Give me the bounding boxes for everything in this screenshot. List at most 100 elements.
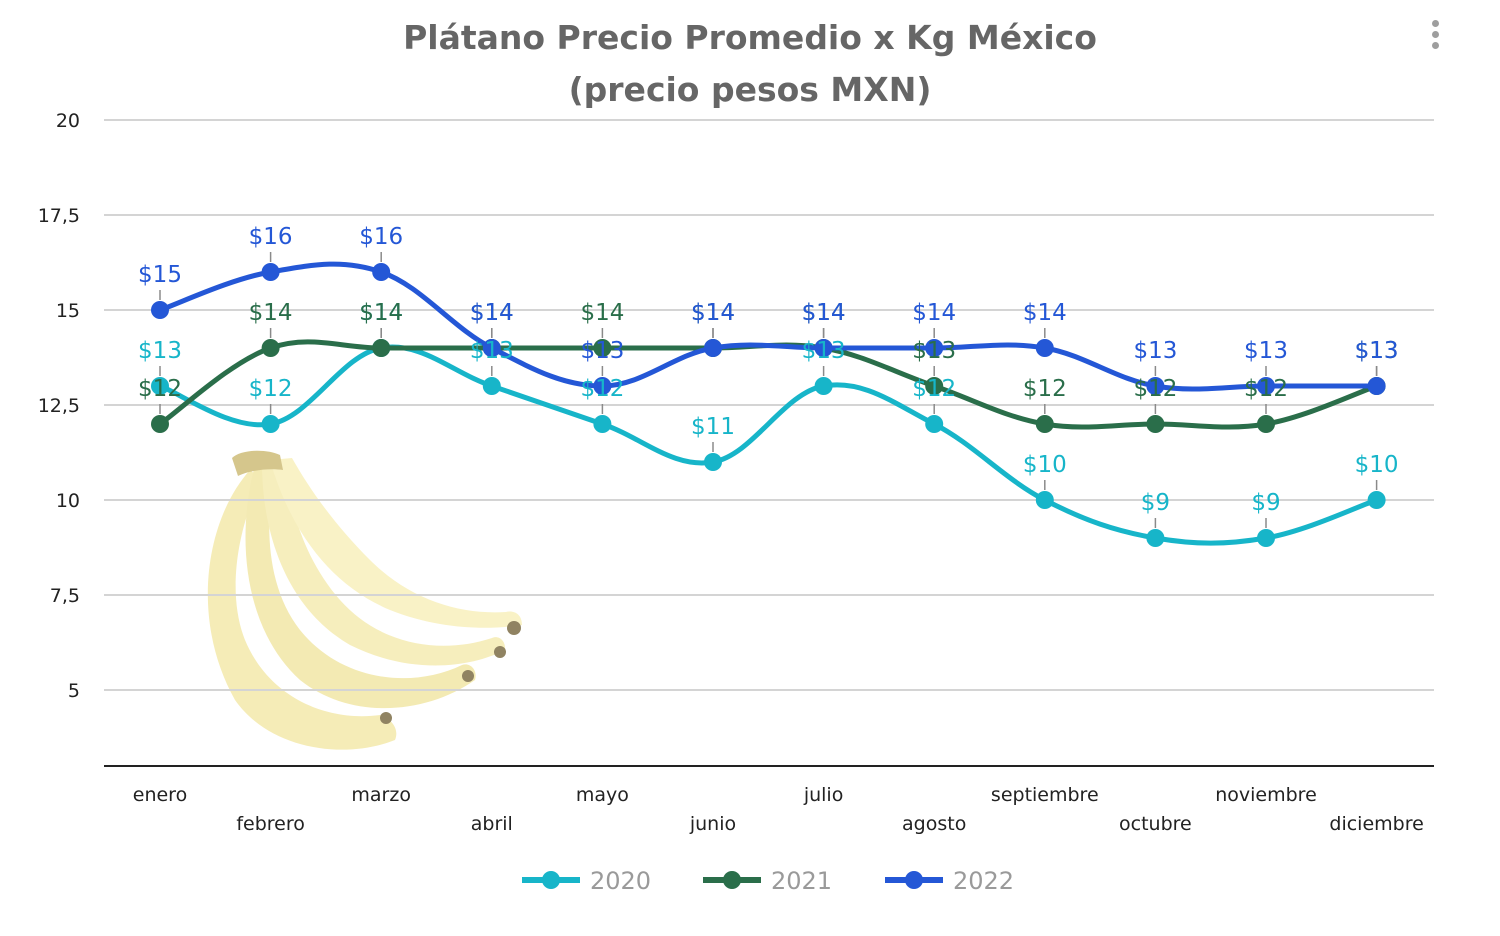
- data-label-2021: $12: [138, 376, 182, 402]
- y-tick-label: 15: [56, 300, 80, 322]
- legend-label[interactable]: 2020: [590, 867, 651, 895]
- data-point-2021[interactable]: [1257, 415, 1275, 433]
- data-point-2020[interactable]: [1257, 529, 1275, 547]
- data-point-2022[interactable]: [814, 339, 833, 357]
- data-point-2020[interactable]: [925, 415, 944, 433]
- x-tick-label: septiembre: [991, 784, 1099, 806]
- y-tick-label: 7,5: [50, 585, 80, 607]
- x-tick-label: junio: [689, 813, 736, 835]
- data-label-2020: $9: [1251, 490, 1280, 516]
- data-point-2022[interactable]: [261, 263, 280, 281]
- banana-bunch-icon: [207, 450, 522, 750]
- x-tick-label: octubre: [1119, 813, 1192, 835]
- data-point-2022[interactable]: [1146, 377, 1165, 395]
- data-label-2021: $13: [912, 338, 956, 364]
- data-label-2022: $14: [912, 300, 956, 326]
- series-line-2020: [157, 344, 1380, 546]
- data-label-2021: $14: [691, 300, 735, 326]
- data-point-2021[interactable]: [925, 377, 944, 395]
- legend-swatch-marker: [542, 871, 560, 889]
- series-line-2021: [157, 339, 1380, 430]
- data-label-2020: $11: [691, 414, 735, 440]
- legend-label[interactable]: 2021: [771, 867, 832, 895]
- data-label-2021: $14: [249, 300, 293, 326]
- data-label-2020: $12: [912, 376, 956, 402]
- data-point-2022[interactable]: [1367, 377, 1386, 395]
- data-label-2021: $14: [359, 300, 403, 326]
- y-tick-label: 20: [56, 110, 80, 132]
- data-label-2022: $13: [1355, 338, 1399, 364]
- data-point-2022[interactable]: [482, 339, 501, 357]
- data-point-2021[interactable]: [261, 339, 280, 357]
- data-point-2020[interactable]: [1367, 491, 1386, 509]
- x-tick-label: mayo: [576, 784, 629, 806]
- data-point-2022[interactable]: [372, 263, 391, 281]
- y-tick-label: 12,5: [38, 395, 80, 417]
- x-tick-label: abril: [471, 813, 513, 835]
- y-tick-label: 17,5: [38, 205, 80, 227]
- chart-subtitle: (precio pesos MXN): [568, 70, 932, 109]
- data-label-2020: $10: [1355, 452, 1399, 478]
- data-label-2021: $14: [470, 300, 514, 326]
- x-tick-label: marzo: [351, 784, 411, 806]
- legend-label[interactable]: 2022: [953, 867, 1014, 895]
- data-label-2020: $13: [138, 338, 182, 364]
- chart-title: Plátano Precio Promedio x Kg México: [403, 18, 1097, 57]
- data-label-2020: $13: [802, 338, 846, 364]
- data-label-2022: $14: [1023, 300, 1067, 326]
- data-label-2020: $9: [1141, 490, 1170, 516]
- data-label-2022: $16: [249, 224, 293, 250]
- data-label-2021: $12: [1133, 376, 1177, 402]
- x-tick-label: noviembre: [1215, 784, 1317, 806]
- data-point-2020[interactable]: [593, 415, 612, 433]
- x-tick-label: julio: [803, 784, 844, 806]
- data-point-2021[interactable]: [1035, 415, 1054, 433]
- data-label-2020: $14: [359, 300, 403, 326]
- data-point-2022[interactable]: [1257, 377, 1275, 395]
- data-point-2020[interactable]: [482, 377, 501, 395]
- data-point-2022[interactable]: [593, 377, 612, 395]
- data-label-2021: $13: [1355, 338, 1399, 364]
- data-label-2021: $12: [1244, 376, 1288, 402]
- data-point-2022[interactable]: [704, 339, 722, 357]
- data-point-2022[interactable]: [151, 301, 169, 319]
- data-point-2020[interactable]: [261, 415, 280, 433]
- legend-swatch-marker: [905, 871, 923, 889]
- data-label-2020: $12: [249, 376, 293, 402]
- y-tick-label: 5: [68, 680, 80, 702]
- data-label-2022: $13: [580, 338, 624, 364]
- data-point-2020[interactable]: [1146, 529, 1165, 547]
- data-label-2020: $10: [1023, 452, 1067, 478]
- data-point-2020[interactable]: [814, 377, 833, 395]
- x-tick-label: agosto: [902, 813, 966, 835]
- data-label-2022: $14: [470, 300, 514, 326]
- data-point-2022[interactable]: [1035, 339, 1054, 357]
- data-point-2021[interactable]: [593, 339, 612, 357]
- data-point-2022[interactable]: [925, 339, 944, 357]
- data-point-2020[interactable]: [704, 453, 722, 471]
- data-point-2021[interactable]: [151, 415, 169, 433]
- more-vertical-icon[interactable]: [1427, 20, 1443, 54]
- x-tick-label: febrero: [236, 813, 305, 835]
- data-label-2020: $12: [580, 376, 624, 402]
- data-label-2022: $14: [691, 300, 735, 326]
- data-label-2021: $14: [802, 300, 846, 326]
- data-point-2021[interactable]: [1146, 415, 1165, 433]
- data-label-2022: $15: [138, 262, 182, 288]
- data-label-2020: $13: [470, 338, 514, 364]
- data-point-2020[interactable]: [151, 377, 169, 395]
- x-tick-label: enero: [133, 784, 187, 806]
- data-label-2021: $14: [580, 300, 624, 326]
- data-label-2022: $16: [359, 224, 403, 250]
- data-label-2021: $12: [1023, 376, 1067, 402]
- data-label-2022: $14: [802, 300, 846, 326]
- data-point-2021[interactable]: [372, 339, 391, 357]
- y-tick-label: 10: [56, 490, 80, 512]
- x-tick-label: diciembre: [1329, 813, 1423, 835]
- data-label-2022: $13: [1133, 338, 1177, 364]
- data-label-2022: $13: [1244, 338, 1288, 364]
- data-point-2020[interactable]: [1035, 491, 1054, 509]
- legend-swatch-marker: [723, 871, 741, 889]
